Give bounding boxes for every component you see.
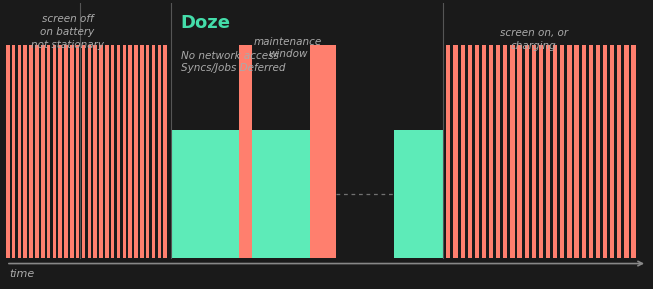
Bar xyxy=(532,45,536,258)
Bar xyxy=(24,45,27,258)
Bar xyxy=(35,45,39,258)
Bar xyxy=(310,45,323,258)
Bar xyxy=(546,45,550,258)
Bar xyxy=(560,45,564,258)
Bar xyxy=(151,45,155,258)
Bar xyxy=(41,45,44,258)
Bar xyxy=(99,45,103,258)
Bar xyxy=(460,45,465,258)
Bar xyxy=(239,45,252,258)
Text: screen off
on battery
not stationary: screen off on battery not stationary xyxy=(31,14,104,50)
Bar xyxy=(64,45,68,258)
Bar xyxy=(603,45,607,258)
Bar xyxy=(111,45,114,258)
Bar xyxy=(146,45,150,258)
Bar xyxy=(18,45,22,258)
Bar xyxy=(88,45,91,258)
Bar xyxy=(511,45,515,258)
Bar xyxy=(29,45,33,258)
Text: Doze: Doze xyxy=(181,14,231,32)
Bar xyxy=(446,45,451,258)
Bar xyxy=(617,45,622,258)
Bar xyxy=(475,45,479,258)
Bar xyxy=(468,45,472,258)
Bar xyxy=(59,45,62,258)
Text: No network access
Syncs/Jobs Deferred: No network access Syncs/Jobs Deferred xyxy=(181,51,285,73)
Bar xyxy=(482,45,486,258)
Bar xyxy=(53,45,56,258)
Bar xyxy=(553,45,557,258)
Bar xyxy=(123,45,126,258)
Bar xyxy=(157,45,161,258)
Bar xyxy=(117,45,120,258)
Bar xyxy=(6,45,10,258)
Bar xyxy=(610,45,614,258)
Bar xyxy=(503,45,507,258)
Bar xyxy=(70,45,74,258)
Bar xyxy=(47,45,50,258)
Bar xyxy=(517,45,522,258)
Bar xyxy=(596,45,600,258)
Bar xyxy=(631,45,635,258)
Bar xyxy=(575,45,579,258)
Bar xyxy=(171,130,239,258)
Bar xyxy=(323,45,336,258)
Bar xyxy=(453,45,458,258)
Bar xyxy=(93,45,97,258)
Bar xyxy=(496,45,500,258)
Bar xyxy=(582,45,586,258)
Bar xyxy=(539,45,543,258)
Bar xyxy=(135,45,138,258)
Bar xyxy=(567,45,571,258)
Bar xyxy=(105,45,108,258)
Bar xyxy=(76,45,80,258)
Bar xyxy=(140,45,144,258)
Bar xyxy=(12,45,16,258)
Bar xyxy=(624,45,629,258)
Bar xyxy=(524,45,529,258)
Bar xyxy=(394,130,443,258)
Bar xyxy=(252,130,310,258)
Bar xyxy=(163,45,167,258)
Bar xyxy=(589,45,593,258)
Text: time: time xyxy=(9,269,35,279)
Bar xyxy=(82,45,86,258)
Bar xyxy=(129,45,132,258)
Text: screen on, or
charging: screen on, or charging xyxy=(500,28,567,51)
Bar xyxy=(489,45,493,258)
Text: maintenance
window: maintenance window xyxy=(253,37,322,59)
